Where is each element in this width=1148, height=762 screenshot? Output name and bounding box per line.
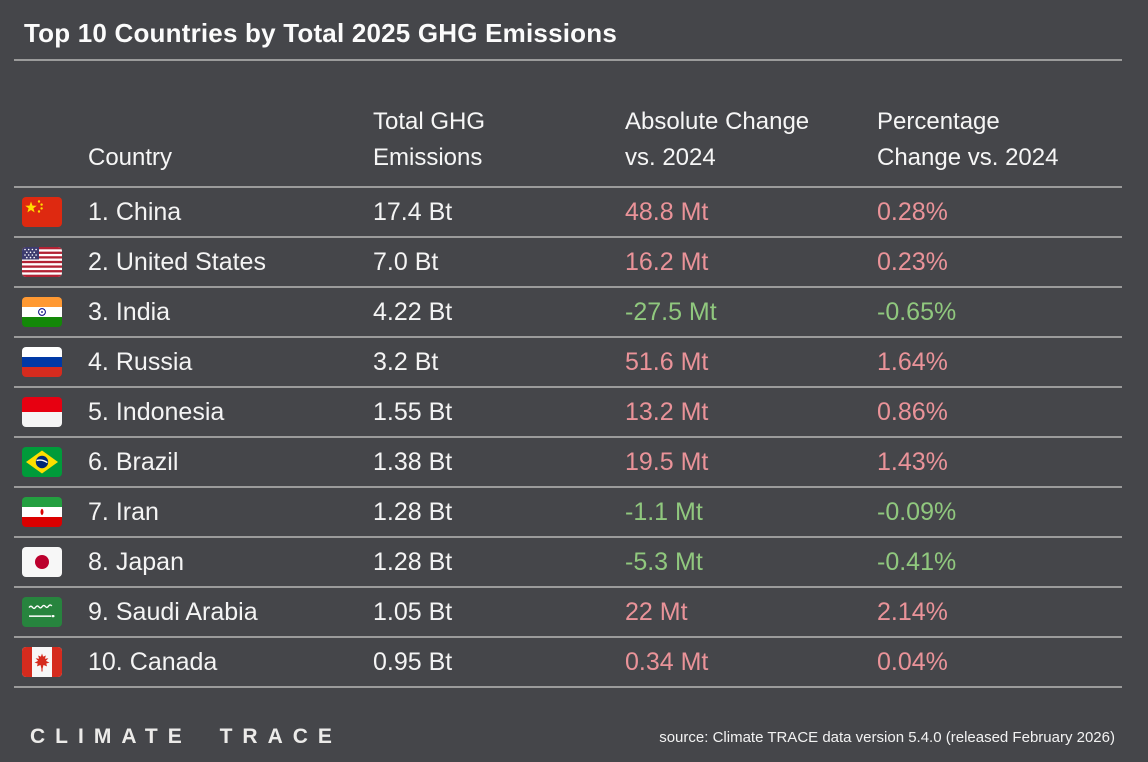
total-emissions-value: 1.05 Bt [373,597,453,626]
canada-flag [22,647,62,677]
indonesia-flag [22,397,62,427]
country-name: Indonesia [115,397,225,426]
country-rank: 7. [88,497,109,526]
percentage-change-value: 0.86% [877,397,948,426]
country-rank: 1. [88,197,109,226]
column-header-country: Country [88,144,173,171]
country-cell: 10. Canada [14,647,373,677]
total-emissions-value: 1.28 Bt [373,547,453,576]
japan-flag [22,547,62,577]
table-row: 10. Canada 0.95 Bt 0.34 Mt 0.04% [14,638,1122,688]
percentage-change-value: 1.64% [877,347,948,376]
total-emissions-value: 4.22 Bt [373,297,453,326]
column-header-percentage-change: Percentage Change vs. 2024 [877,108,1059,171]
table-row: 8. Japan 1.28 Bt -5.3 Mt -0.41% [14,538,1122,588]
percentage-change-value: -0.09% [877,497,957,526]
absolute-change-value: -27.5 Mt [625,297,717,326]
column-header-total-ghg-emissions: Total GHG Emissions [373,108,486,171]
column-header-absolute-change: Absolute Change vs. 2024 [625,108,810,171]
country-rank: 2. [88,247,109,276]
page-title: Top 10 Countries by Total 2025 GHG Emiss… [24,18,617,48]
iran-flag [22,497,62,527]
percentage-change-value: 1.43% [877,447,948,476]
russia-flag [22,347,62,377]
country-cell: 6. Brazil [14,447,373,477]
country-name: Japan [115,547,184,576]
climate-trace-logo: CLIMATE TRACE [30,725,342,748]
table-header-row: Country Total GHG Emissions Absolute Cha… [14,61,1122,188]
absolute-change-value: 22 Mt [625,597,688,626]
table-row: 3. India 4.22 Bt -27.5 Mt -0.65% [14,288,1122,338]
percentage-change-value: 2.14% [877,597,948,626]
percentage-change-value: 0.28% [877,197,948,226]
total-emissions-value: 17.4 Bt [373,197,453,226]
title-divider [14,59,1122,61]
country-name: Brazil [115,447,179,476]
country-name: Russia [115,347,193,376]
country-cell: 7. Iran [14,497,373,527]
country-rank: 10. [88,647,123,676]
table-body: 1. China 17.4 Bt 48.8 Mt 0.28% 2. United… [14,188,1122,688]
total-emissions-value: 0.95 Bt [373,647,453,676]
percentage-change-value: -0.41% [877,547,957,576]
country-cell: 4. Russia [14,347,373,377]
table-row: 6. Brazil 1.38 Bt 19.5 Mt 1.43% [14,438,1122,488]
total-emissions-value: 3.2 Bt [373,347,439,376]
brazil-flag [22,447,62,477]
footer: CLIMATE TRACE source: Climate TRACE data… [30,725,1115,749]
country-rank: 6. [88,447,109,476]
country-rank: 8. [88,547,109,576]
country-name: Canada [129,647,218,676]
absolute-change-value: -5.3 Mt [625,547,703,576]
country-cell: 3. India [14,297,373,327]
percentage-change-value: -0.65% [877,297,957,326]
country-rank: 9. [88,597,109,626]
table-row: 2. United States 7.0 Bt 16.2 Mt 0.23% [14,238,1122,288]
percentage-change-value: 0.23% [877,247,948,276]
country-name: China [115,197,182,226]
table-row: 4. Russia 3.2 Bt 51.6 Mt 1.64% [14,338,1122,388]
absolute-change-value: -1.1 Mt [625,497,703,526]
total-emissions-value: 1.28 Bt [373,497,453,526]
country-rank: 5. [88,397,109,426]
absolute-change-value: 0.34 Mt [625,647,709,676]
country-cell: 2. United States [14,247,373,277]
percentage-change-value: 0.04% [877,647,948,676]
table-row: 9. Saudi Arabia 1.05 Bt 22 Mt 2.14% [14,588,1122,638]
country-cell: 8. Japan [14,547,373,577]
china-flag [22,197,62,227]
absolute-change-value: 48.8 Mt [625,197,709,226]
country-name: Iran [115,497,159,526]
us-flag [22,247,62,277]
total-emissions-value: 1.55 Bt [373,397,453,426]
country-rank: 3. [88,297,109,326]
source-attribution: source: Climate TRACE data version 5.4.0… [659,729,1115,746]
total-emissions-value: 1.38 Bt [373,447,453,476]
country-cell: 9. Saudi Arabia [14,597,373,627]
country-rank: 4. [88,347,109,376]
absolute-change-value: 13.2 Mt [625,397,709,426]
emissions-table: Country Total GHG Emissions Absolute Cha… [14,61,1122,688]
table-row: 7. Iran 1.28 Bt -1.1 Mt -0.09% [14,488,1122,538]
country-cell: 5. Indonesia [14,397,373,427]
country-name: India [115,297,171,326]
total-emissions-value: 7.0 Bt [373,247,439,276]
table-row: 1. China 17.4 Bt 48.8 Mt 0.28% [14,188,1122,238]
country-name: United States [115,247,266,276]
absolute-change-value: 51.6 Mt [625,347,709,376]
india-flag [22,297,62,327]
absolute-change-value: 16.2 Mt [625,247,709,276]
table-row: 5. Indonesia 1.55 Bt 13.2 Mt 0.86% [14,388,1122,438]
country-cell: 1. China [14,197,373,227]
country-name: Saudi Arabia [115,597,258,626]
absolute-change-value: 19.5 Mt [625,447,709,476]
saudi-arabia-flag [22,597,62,627]
